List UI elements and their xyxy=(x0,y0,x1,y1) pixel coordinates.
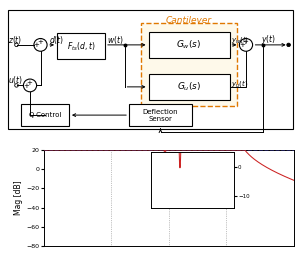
Text: $y_u(t)$: $y_u(t)$ xyxy=(231,78,248,89)
Bar xyxy=(163,160,169,185)
Text: $u(t)$: $u(t)$ xyxy=(8,74,23,87)
Bar xyxy=(129,104,192,126)
Text: +: + xyxy=(239,42,245,49)
Text: $y(t)$: $y(t)$ xyxy=(261,34,276,46)
Text: +: + xyxy=(242,39,248,45)
Text: +: + xyxy=(33,42,39,49)
Bar xyxy=(21,104,69,126)
Text: $w(t)$: $w(t)$ xyxy=(107,34,124,46)
Text: Q-Control: Q-Control xyxy=(28,112,62,118)
Text: +: + xyxy=(26,80,32,86)
Bar xyxy=(148,32,230,58)
Text: +: + xyxy=(37,39,43,45)
Bar xyxy=(8,10,292,129)
Text: $F_{ts}(d,t)$: $F_{ts}(d,t)$ xyxy=(67,40,95,53)
Text: Deflection
Sensor: Deflection Sensor xyxy=(143,109,178,122)
Text: $G_u(s)$: $G_u(s)$ xyxy=(177,81,201,93)
Bar xyxy=(57,33,105,59)
Bar xyxy=(148,74,230,100)
Text: $z(t)$: $z(t)$ xyxy=(8,34,23,46)
Text: Cantilever: Cantilever xyxy=(166,16,212,25)
Y-axis label: Mag [dB]: Mag [dB] xyxy=(14,181,23,215)
Text: +: + xyxy=(23,83,29,89)
Bar xyxy=(141,23,237,106)
Text: $y_w(t)$: $y_w(t)$ xyxy=(231,35,249,45)
Circle shape xyxy=(287,43,290,47)
Text: $G_w(s)$: $G_w(s)$ xyxy=(176,39,202,51)
Text: $d(t)$: $d(t)$ xyxy=(49,34,64,46)
